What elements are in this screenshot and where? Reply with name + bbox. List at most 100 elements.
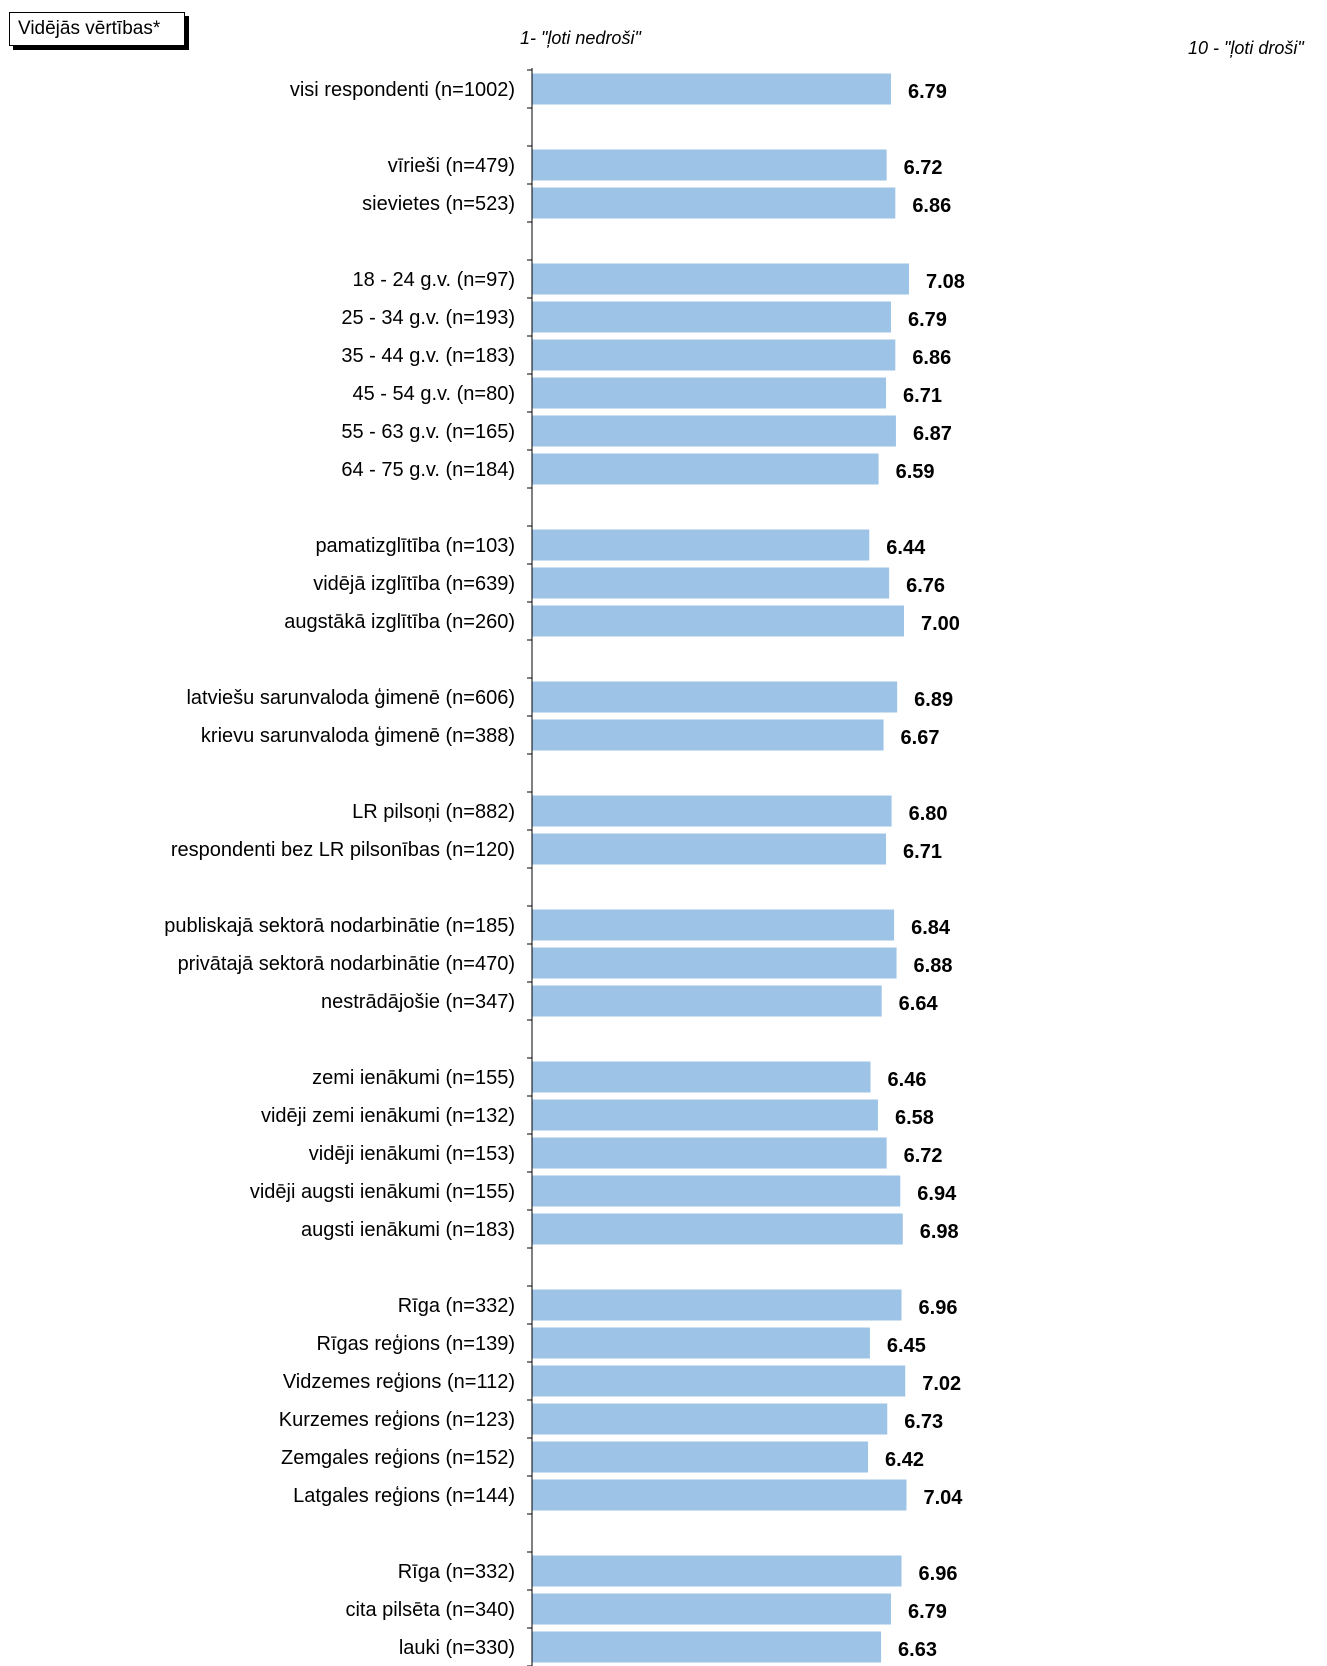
value-label: 6.44 (886, 537, 926, 559)
bar (532, 73, 891, 105)
value-label: 6.71 (903, 841, 942, 863)
scale-high-note: 10 - "ļoti droši" (1188, 38, 1304, 58)
value-label: 6.86 (912, 195, 951, 217)
bar (532, 415, 896, 447)
category-label: nestrādājošie (n=347) (321, 991, 515, 1013)
bar (532, 1593, 891, 1625)
value-label: 6.98 (920, 1221, 959, 1243)
value-label: 6.87 (913, 423, 952, 445)
value-label: 7.00 (921, 613, 960, 635)
category-label: lauki (n=330) (399, 1637, 515, 1659)
category-label: Rīgas reģions (n=139) (317, 1333, 515, 1355)
bar (532, 947, 897, 979)
value-label: 6.63 (898, 1639, 937, 1661)
value-label: 6.79 (908, 1601, 947, 1623)
bar (532, 263, 909, 295)
category-label: augsti ienākumi (n=183) (301, 1219, 515, 1241)
value-label: 6.71 (903, 385, 942, 407)
category-label: vidēji augsti ienākumi (n=155) (250, 1181, 515, 1203)
category-label: LR pilsoņi (n=882) (352, 801, 515, 823)
value-label: 6.96 (919, 1563, 958, 1585)
bar (532, 795, 892, 827)
category-label: pamatizglītība (n=103) (315, 535, 515, 557)
bar (532, 681, 898, 713)
category-label: 55 - 63 g.v. (n=165) (341, 421, 515, 443)
bar (532, 1479, 907, 1511)
value-label: 6.73 (904, 1411, 943, 1433)
value-label: 6.84 (911, 917, 951, 939)
bar (532, 187, 896, 219)
value-label: 7.08 (926, 271, 965, 293)
bar (532, 719, 884, 751)
value-label: 6.88 (914, 955, 953, 977)
bar (532, 453, 879, 485)
category-label: Rīga (n=332) (398, 1295, 515, 1317)
bar (532, 1555, 902, 1587)
value-label: 6.80 (909, 803, 948, 825)
category-label: Kurzemes reģions (n=123) (279, 1409, 515, 1431)
category-label: vidēji ienākumi (n=153) (309, 1143, 515, 1165)
value-label: 6.76 (906, 575, 945, 597)
category-label: vīrieši (n=479) (388, 155, 515, 177)
category-label: 35 - 44 g.v. (n=183) (341, 345, 515, 367)
bar (532, 567, 890, 599)
category-label: sievietes (n=523) (362, 193, 515, 215)
value-label: 6.96 (919, 1297, 958, 1319)
value-label: 7.04 (923, 1487, 963, 1509)
category-label: Rīga (n=332) (398, 1561, 515, 1583)
category-label: vidējā izglītība (n=639) (313, 573, 515, 595)
value-label: 6.58 (895, 1107, 934, 1129)
bar (532, 1631, 882, 1663)
category-label: krievu sarunvaloda ģimenē (n=388) (201, 725, 515, 747)
scale-low-note: 1- "ļoti nedroši" (520, 28, 641, 48)
value-label: 6.46 (888, 1069, 927, 1091)
value-label: 6.94 (917, 1183, 957, 1205)
bar (532, 1213, 903, 1245)
value-label: 7.02 (922, 1373, 961, 1395)
bar (532, 1099, 878, 1131)
category-label: vidēji zemi ienākumi (n=132) (261, 1105, 515, 1127)
bar (532, 339, 896, 371)
value-label: 6.64 (899, 993, 939, 1015)
value-label: 6.72 (904, 157, 943, 179)
bar (532, 909, 895, 941)
category-label: 25 - 34 g.v. (n=193) (341, 307, 515, 329)
value-label: 6.86 (912, 347, 951, 369)
value-label: 6.42 (885, 1449, 924, 1471)
bar (532, 833, 887, 865)
category-label: cita pilsēta (n=340) (345, 1599, 515, 1621)
category-label: Latgales reģions (n=144) (293, 1485, 515, 1507)
bar (532, 1289, 902, 1321)
value-label: 6.59 (896, 461, 935, 483)
bar (532, 1175, 901, 1207)
bar (532, 529, 870, 561)
category-label: zemi ienākumi (n=155) (312, 1067, 515, 1089)
category-label: latviešu sarunvaloda ģimenē (n=606) (186, 687, 515, 709)
category-label: publiskajā sektorā nodarbinātie (n=185) (164, 915, 515, 937)
value-label: 6.79 (908, 81, 947, 103)
bar (532, 1365, 906, 1397)
category-label: 64 - 75 g.v. (n=184) (341, 459, 515, 481)
category-label: respondenti bez LR pilsonības (n=120) (171, 839, 515, 861)
category-label: Vidzemes reģions (n=112) (283, 1371, 515, 1393)
category-label: visi respondenti (n=1002) (290, 79, 515, 101)
bar (532, 149, 887, 181)
legend-box: Vidējās vērtības* (9, 12, 185, 46)
bar (532, 1441, 869, 1473)
bar (532, 605, 904, 637)
value-label: 6.72 (904, 1145, 943, 1167)
value-label: 6.45 (887, 1335, 926, 1357)
value-label: 6.67 (901, 727, 940, 749)
bar (532, 377, 887, 409)
category-label: privātajā sektorā nodarbinātie (n=470) (178, 953, 515, 975)
category-label: Zemgales reģions (n=152) (281, 1447, 515, 1469)
value-label: 6.79 (908, 309, 947, 331)
category-label: 18 - 24 g.v. (n=97) (353, 269, 516, 291)
value-label: 6.89 (914, 689, 953, 711)
category-label: 45 - 54 g.v. (n=80) (353, 383, 516, 405)
bar (532, 1327, 870, 1359)
bar (532, 301, 891, 333)
bar (532, 1403, 888, 1435)
bar (532, 985, 882, 1017)
